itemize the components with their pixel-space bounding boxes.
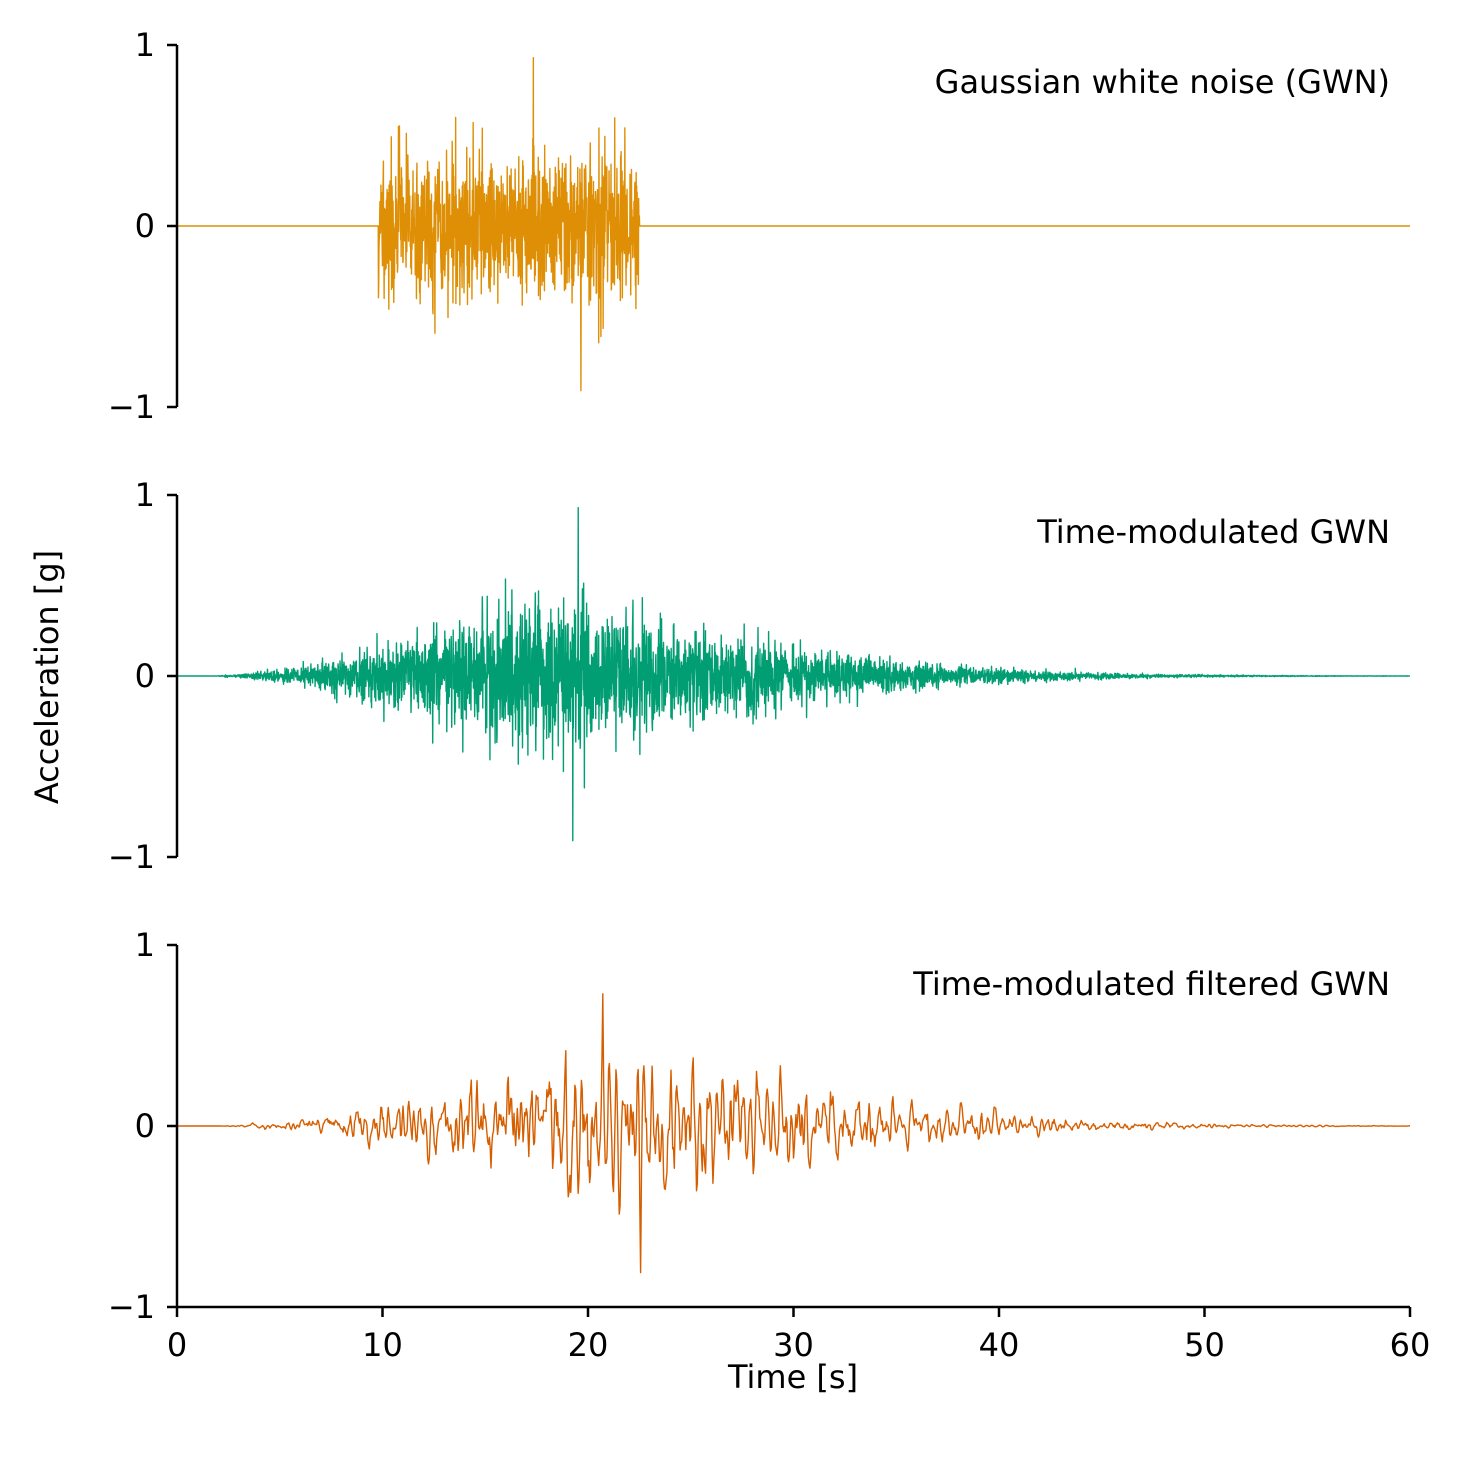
x-tick-label: 60 [1390,1326,1431,1364]
panel-title-time-modulated-filtered-gwn: Time-modulated filtered GWN [912,965,1390,1003]
y-tick-label-bottom: −1 [108,388,155,426]
panel-title-time-modulated-gwn: Time-modulated GWN [1036,513,1390,551]
x-tick-label: 40 [979,1326,1020,1364]
panel-gwn: 1 0 −1 Gaussian white noise (GWN) [108,26,1411,426]
y-tick-label-bottom: −1 [108,1288,155,1326]
y-tick-label-zero: 0 [135,657,155,695]
panel-time-modulated-gwn: 1 0 −1 Time-modulated GWN [108,476,1411,876]
x-tick-label: 10 [362,1326,403,1364]
x-axis-label: Time [s] [727,1358,858,1396]
y-tick-label-top: 1 [135,26,155,64]
time-modulated-gwn-trace [176,506,1411,842]
gwn-trace [176,56,1411,392]
y-tick-label-zero: 0 [135,1107,155,1145]
time-modulated-filtered-gwn-trace [177,993,1411,1274]
y-axis-label: Acceleration [g] [28,550,66,804]
x-tick-label: 20 [568,1326,609,1364]
panel-title-gwn: Gaussian white noise (GWN) [935,63,1390,101]
x-tick-label: 50 [1184,1326,1225,1364]
x-tick-label: 30 [773,1326,814,1364]
x-ticks: 0 10 20 30 40 50 60 [167,1307,1431,1364]
y-tick-label-bottom: −1 [108,838,155,876]
y-tick-label-top: 1 [135,926,155,964]
y-tick-label-top: 1 [135,476,155,514]
panel-time-modulated-filtered-gwn: 1 0 −1 0 10 20 30 40 50 60 Time-modulated filt… [108,926,1431,1364]
y-tick-label-zero: 0 [135,207,155,245]
x-tick-label: 0 [167,1326,187,1364]
